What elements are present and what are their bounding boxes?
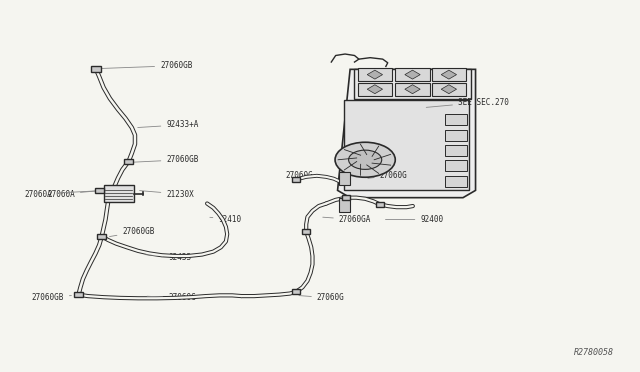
Bar xyxy=(358,68,392,81)
Bar xyxy=(342,195,351,200)
Polygon shape xyxy=(405,70,420,79)
Bar xyxy=(344,100,469,190)
Text: 27060GB: 27060GB xyxy=(133,155,198,164)
Bar xyxy=(358,83,392,96)
Polygon shape xyxy=(355,69,470,99)
Bar xyxy=(292,289,300,294)
Polygon shape xyxy=(441,70,456,79)
Text: R2780058: R2780058 xyxy=(573,347,614,357)
Bar xyxy=(376,202,383,206)
Text: 92433: 92433 xyxy=(146,253,191,262)
Bar xyxy=(91,66,101,71)
Polygon shape xyxy=(337,69,476,198)
Text: 27060G: 27060G xyxy=(147,294,196,302)
Bar xyxy=(445,160,467,171)
Bar xyxy=(339,198,350,212)
Bar xyxy=(97,234,106,239)
Bar xyxy=(396,68,430,81)
Text: 21230X: 21230X xyxy=(140,189,194,199)
Bar xyxy=(95,188,104,193)
Text: 27060GB: 27060GB xyxy=(109,227,155,237)
Text: 27060A: 27060A xyxy=(24,189,97,199)
Polygon shape xyxy=(367,70,383,79)
Polygon shape xyxy=(367,85,383,94)
Text: 27060GB: 27060GB xyxy=(31,293,72,302)
Polygon shape xyxy=(441,85,456,94)
Bar xyxy=(445,145,467,156)
Text: 27060G: 27060G xyxy=(299,294,344,302)
Text: 27060GB: 27060GB xyxy=(100,61,193,70)
Circle shape xyxy=(349,150,381,169)
Text: 27060GA: 27060GA xyxy=(323,215,371,224)
Text: SEE SEC.270: SEE SEC.270 xyxy=(426,98,509,108)
Bar xyxy=(292,177,300,182)
Bar xyxy=(431,83,466,96)
Text: 27060A: 27060A xyxy=(47,189,97,199)
Circle shape xyxy=(335,142,396,177)
Bar xyxy=(339,172,350,185)
Bar xyxy=(445,130,467,141)
Bar xyxy=(431,68,466,81)
Bar xyxy=(124,159,133,164)
Bar xyxy=(445,114,467,125)
Text: 92433+A: 92433+A xyxy=(138,120,198,129)
Text: 27060G: 27060G xyxy=(285,171,313,180)
Bar xyxy=(445,176,467,187)
Bar xyxy=(74,292,83,297)
Bar xyxy=(302,229,310,234)
Text: 92400: 92400 xyxy=(385,215,444,224)
Text: 92410: 92410 xyxy=(210,215,241,224)
Polygon shape xyxy=(405,85,420,94)
Bar xyxy=(396,83,430,96)
Bar xyxy=(104,185,134,202)
Text: 27060G: 27060G xyxy=(368,171,407,180)
